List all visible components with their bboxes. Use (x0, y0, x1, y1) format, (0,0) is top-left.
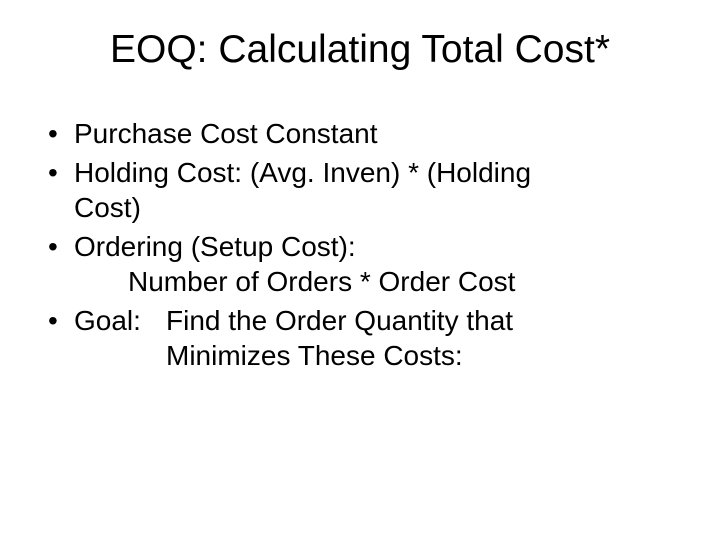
bullet-text: Ordering (Setup Cost): (74, 231, 356, 262)
bullet-text: Holding Cost: (Avg. Inven) * (Holding (74, 157, 531, 188)
bullet-item: Ordering (Setup Cost): Number of Orders … (46, 229, 680, 299)
slide: EOQ: Calculating Total Cost* Purchase Co… (0, 0, 720, 540)
bullet-text-cont: Cost) (74, 192, 141, 223)
bullet-text-cont: Minimizes These Costs: (74, 338, 680, 373)
bullet-list: Purchase Cost Constant Holding Cost: (Av… (40, 116, 680, 373)
bullet-text: Purchase Cost Constant (74, 118, 378, 149)
slide-title: EOQ: Calculating Total Cost* (40, 28, 680, 72)
bullet-label: Goal: (74, 303, 166, 338)
bullet-item: Goal:Find the Order Quantity that Minimi… (46, 303, 680, 373)
bullet-text: Find the Order Quantity that (166, 305, 513, 336)
bullet-item: Purchase Cost Constant (46, 116, 680, 151)
bullet-item: Holding Cost: (Avg. Inven) * (Holding Co… (46, 155, 680, 225)
bullet-subtext: Number of Orders * Order Cost (74, 264, 680, 299)
